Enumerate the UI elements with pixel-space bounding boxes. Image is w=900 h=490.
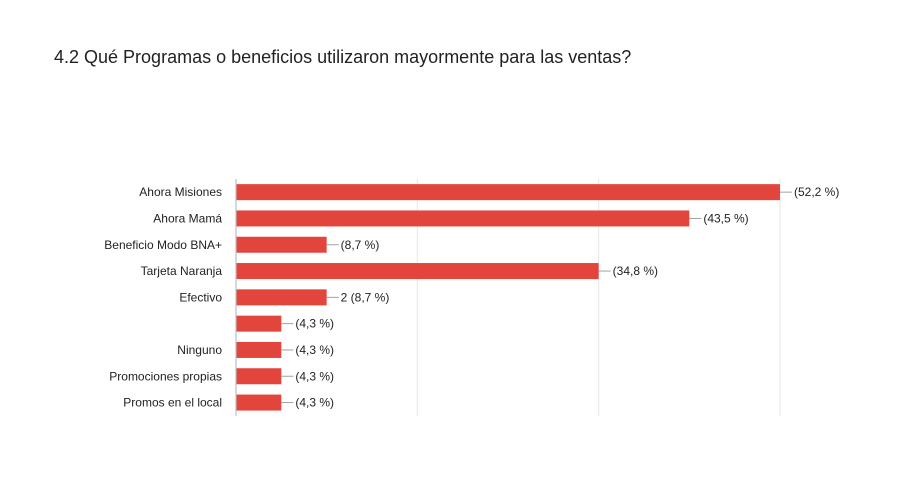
bar[interactable] [236, 394, 282, 411]
data-label: (52,2 %) [794, 185, 839, 199]
data-label: (4,3 %) [295, 369, 334, 383]
bar[interactable] [236, 184, 780, 201]
category-label: Promociones propias [109, 369, 222, 383]
bar[interactable] [236, 289, 327, 306]
data-label: (4,3 %) [295, 343, 334, 357]
data-label: (4,3 %) [295, 396, 334, 410]
category-label: Efectivo [179, 290, 222, 304]
category-label: Beneficio Modo BNA+ [104, 238, 222, 252]
category-label: Ahora Misiones [139, 185, 222, 199]
category-label: Ahora Mamá [153, 211, 222, 225]
page-title: 4.2 Qué Programas o beneficios utilizaro… [54, 47, 632, 67]
category-label: Tarjeta Naranja [141, 264, 223, 278]
category-label: Ninguno [177, 343, 222, 357]
bar[interactable] [236, 341, 282, 358]
data-label: (43,5 %) [703, 211, 748, 225]
data-label: 2 (8,7 %) [341, 290, 390, 304]
data-label: (4,3 %) [295, 317, 334, 331]
category-label: Promos en el local [123, 396, 222, 410]
bar[interactable] [236, 368, 282, 385]
data-label: (8,7 %) [341, 238, 380, 252]
bar[interactable] [236, 315, 282, 332]
bar[interactable] [236, 210, 690, 227]
bar[interactable] [236, 236, 327, 253]
bar[interactable] [236, 263, 599, 280]
data-label: (34,8 %) [613, 264, 658, 278]
